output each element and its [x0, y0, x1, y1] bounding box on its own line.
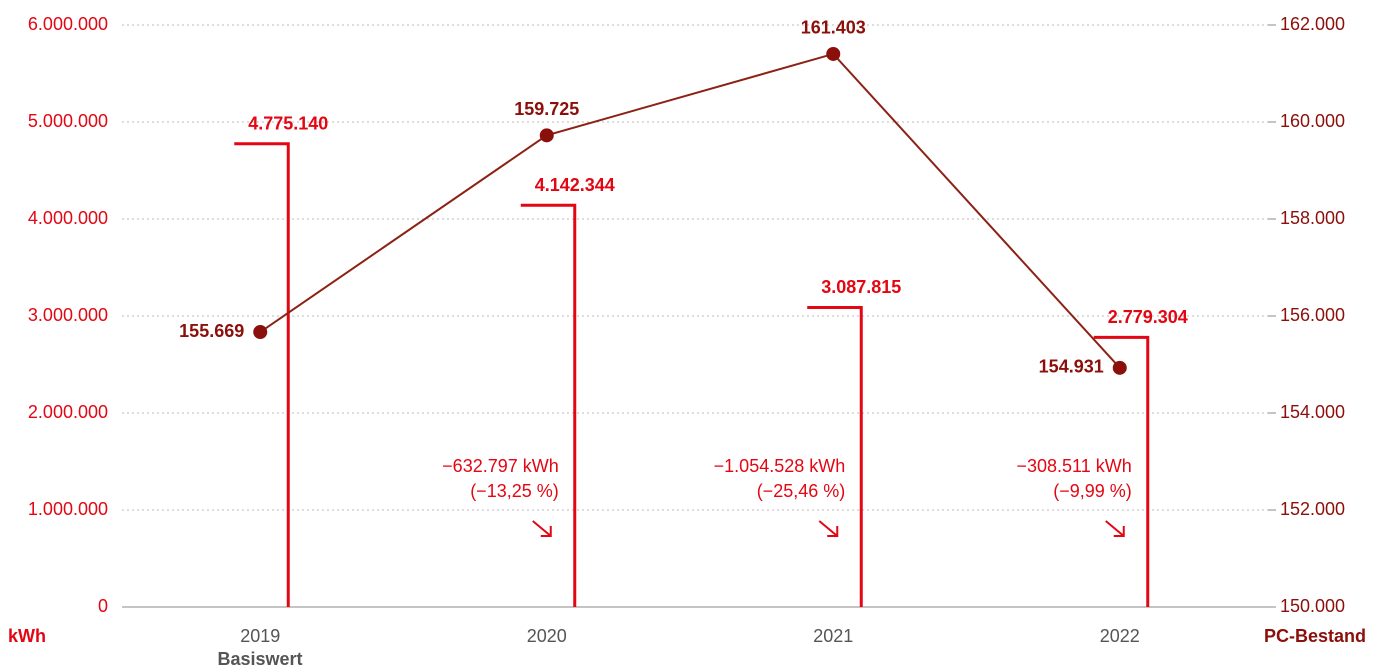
line-marker — [826, 46, 841, 61]
x-tick-label: 2019 — [240, 626, 280, 646]
bar-value-label: 4.142.344 — [535, 175, 615, 195]
annotation: (−9,99 %) — [1053, 481, 1132, 501]
y2-tick-label: 154.000 — [1280, 402, 1345, 422]
annotation: −308.511 kWh — [1017, 456, 1132, 476]
y2-tick-label: 160.000 — [1280, 111, 1345, 131]
annotation: −1.054.528 kWh — [714, 456, 846, 476]
y2-tick-label: 158.000 — [1280, 208, 1345, 228]
line-marker — [1112, 360, 1127, 375]
x-tick-label: 2022 — [1100, 626, 1140, 646]
bar-value-label: 3.087.815 — [821, 277, 901, 297]
y-tick-label: 3.000.000 — [28, 305, 108, 325]
annotation: (−25,46 %) — [757, 481, 846, 501]
x-sublabel: Basiswert — [217, 649, 302, 669]
y-tick-label: 2.000.000 — [28, 402, 108, 422]
line-marker — [253, 325, 268, 340]
line-value-label: 159.725 — [514, 99, 579, 119]
line-marker — [539, 128, 554, 143]
bar — [234, 142, 290, 607]
bar-value-label: 4.775.140 — [248, 114, 328, 134]
line-value-label: 154.931 — [1039, 357, 1104, 377]
y-tick-label: 4.000.000 — [28, 208, 108, 228]
down-arrow — [532, 520, 552, 537]
line — [259, 52, 1121, 369]
y-tick-label: 1.000.000 — [28, 499, 108, 519]
x-tick-label: 2021 — [813, 626, 853, 646]
y-tick-label: 6.000.000 — [28, 14, 108, 34]
y2-tick-label: 150.000 — [1280, 596, 1345, 616]
bar — [520, 203, 577, 607]
y2-tick-label: 156.000 — [1280, 305, 1345, 325]
down-arrow — [1105, 520, 1125, 537]
annotation: −632.797 kWh — [442, 456, 559, 476]
line-value-label: 155.669 — [179, 321, 244, 341]
bar — [807, 305, 863, 607]
x-tick-label: 2020 — [527, 626, 567, 646]
down-arrow — [818, 520, 839, 537]
y2-tick-label: 152.000 — [1280, 499, 1345, 519]
y-tick-label: 5.000.000 — [28, 111, 108, 131]
bar-value-label: 2.779.304 — [1108, 307, 1188, 327]
y-axis-label: kWh — [8, 626, 46, 646]
bar — [1093, 335, 1150, 607]
annotation: (−13,25 %) — [470, 481, 559, 501]
y2-axis-label: PC-Bestand — [1264, 626, 1366, 646]
y-tick-label: 0 — [98, 596, 108, 616]
y2-tick-label: 162.000 — [1280, 14, 1345, 34]
line-value-label: 161.403 — [801, 18, 866, 38]
